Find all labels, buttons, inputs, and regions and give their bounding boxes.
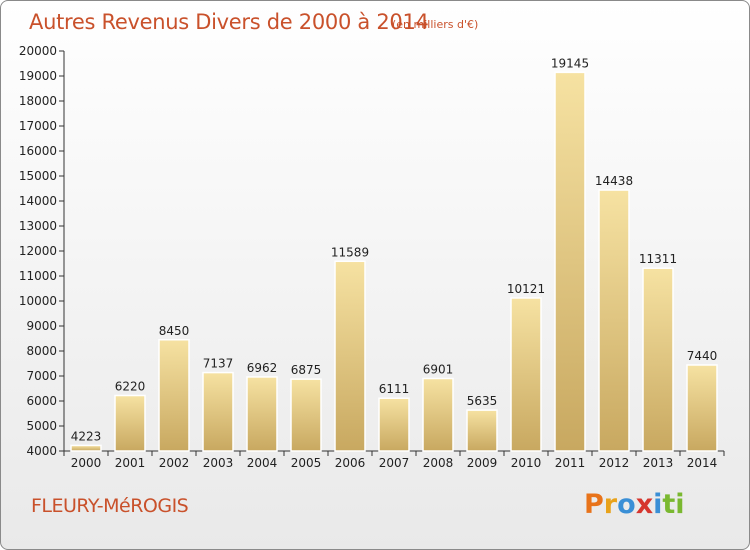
x-tick-label: 2010 xyxy=(511,456,542,470)
x-tick-label: 2002 xyxy=(159,456,190,470)
x-tick-label: 2009 xyxy=(467,456,498,470)
bar-value-label: 19145 xyxy=(551,56,589,70)
x-tick-label: 2011 xyxy=(555,456,586,470)
x-tick-label: 2005 xyxy=(291,456,322,470)
y-tick-label: 5000 xyxy=(26,419,57,433)
x-tick-label: 2006 xyxy=(335,456,366,470)
bar xyxy=(70,444,102,452)
bar xyxy=(378,397,410,452)
y-tick-label: 19000 xyxy=(19,69,57,83)
location-label: FLEURY-MéROGIS xyxy=(31,495,189,517)
bar xyxy=(510,297,542,452)
x-tick-label: 2001 xyxy=(115,456,146,470)
y-tick-label: 6000 xyxy=(26,394,57,408)
y-tick-label: 4000 xyxy=(26,444,57,458)
x-tick-label: 2004 xyxy=(247,456,278,470)
y-tick-label: 16000 xyxy=(19,144,57,158)
bar-value-label: 7440 xyxy=(687,349,718,363)
brand-letter: x xyxy=(635,489,654,520)
bars-group: 4223 6220 8450 7137 6962 6875 11589 6111 6901 563… xyxy=(70,56,718,452)
y-tick-label: 7000 xyxy=(26,369,57,383)
bar xyxy=(158,339,190,452)
y-tick-label: 15000 xyxy=(19,169,57,183)
bar-value-label: 14438 xyxy=(595,174,633,188)
bar xyxy=(246,376,278,452)
bar-value-label: 10121 xyxy=(507,282,545,296)
x-tick-label: 2000 xyxy=(71,456,102,470)
bar xyxy=(598,189,630,452)
y-tick-label: 10000 xyxy=(19,294,57,308)
brand-letter: P xyxy=(584,489,604,520)
bar xyxy=(466,409,498,452)
y-tick-label: 18000 xyxy=(19,94,57,108)
x-tick-label: 2007 xyxy=(379,456,410,470)
bar-value-label: 6220 xyxy=(115,380,146,394)
bar-value-label: 5635 xyxy=(467,394,498,408)
y-tick-label: 17000 xyxy=(19,119,57,133)
x-tick-label: 2013 xyxy=(643,456,674,470)
bar-value-label: 6875 xyxy=(291,363,322,377)
bar xyxy=(642,267,674,452)
bar xyxy=(686,364,718,452)
y-tick-label: 9000 xyxy=(26,319,57,333)
chart-title: Autres Revenus Divers de 2000 à 2014 xyxy=(29,10,429,34)
bar xyxy=(290,378,322,452)
y-tick-label: 11000 xyxy=(19,269,57,283)
bar-value-label: 11589 xyxy=(331,245,369,259)
brand-letter: i xyxy=(653,489,663,520)
x-tick-label: 2012 xyxy=(599,456,630,470)
bar-value-label: 11311 xyxy=(639,252,677,266)
y-tick-label: 20000 xyxy=(19,44,57,58)
x-tick-label: 2008 xyxy=(423,456,454,470)
bar xyxy=(114,394,146,452)
x-tick-label: 2003 xyxy=(203,456,234,470)
bar-value-label: 8450 xyxy=(159,324,190,338)
bar xyxy=(334,260,366,452)
bar-value-label: 6901 xyxy=(423,362,454,376)
y-tick-label: 8000 xyxy=(26,344,57,358)
brand-logo: Proxiti xyxy=(584,489,685,520)
bar xyxy=(554,71,586,452)
brand-letter: i xyxy=(675,489,685,520)
y-tick-label: 12000 xyxy=(19,244,57,258)
bar-value-label: 4223 xyxy=(71,429,102,443)
brand-letter: r xyxy=(603,489,618,520)
brand-letter: o xyxy=(617,489,636,520)
brand-letter: t xyxy=(662,489,676,520)
bar-value-label: 6111 xyxy=(379,382,410,396)
axes: 4000 5000 6000 7000 8000 9000 10000 11000 12000 1… xyxy=(19,44,725,470)
bar-value-label: 7137 xyxy=(203,357,234,371)
y-tick-label: 13000 xyxy=(19,219,57,233)
bar-value-label: 6962 xyxy=(247,361,278,375)
bar xyxy=(422,377,454,452)
chart-subtitle: (en milliers d'€) xyxy=(392,18,479,31)
y-tick-label: 14000 xyxy=(19,194,57,208)
x-tick-label: 2014 xyxy=(687,456,718,470)
bar xyxy=(202,371,234,452)
